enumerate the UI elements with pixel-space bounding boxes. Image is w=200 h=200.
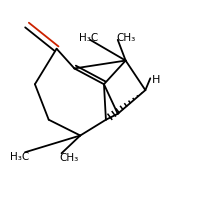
Text: H₃C: H₃C [79, 33, 99, 43]
Text: H₃C: H₃C [10, 152, 30, 162]
Text: CH₃: CH₃ [117, 33, 136, 43]
Text: CH₃: CH₃ [60, 153, 79, 163]
Text: H: H [152, 75, 161, 85]
